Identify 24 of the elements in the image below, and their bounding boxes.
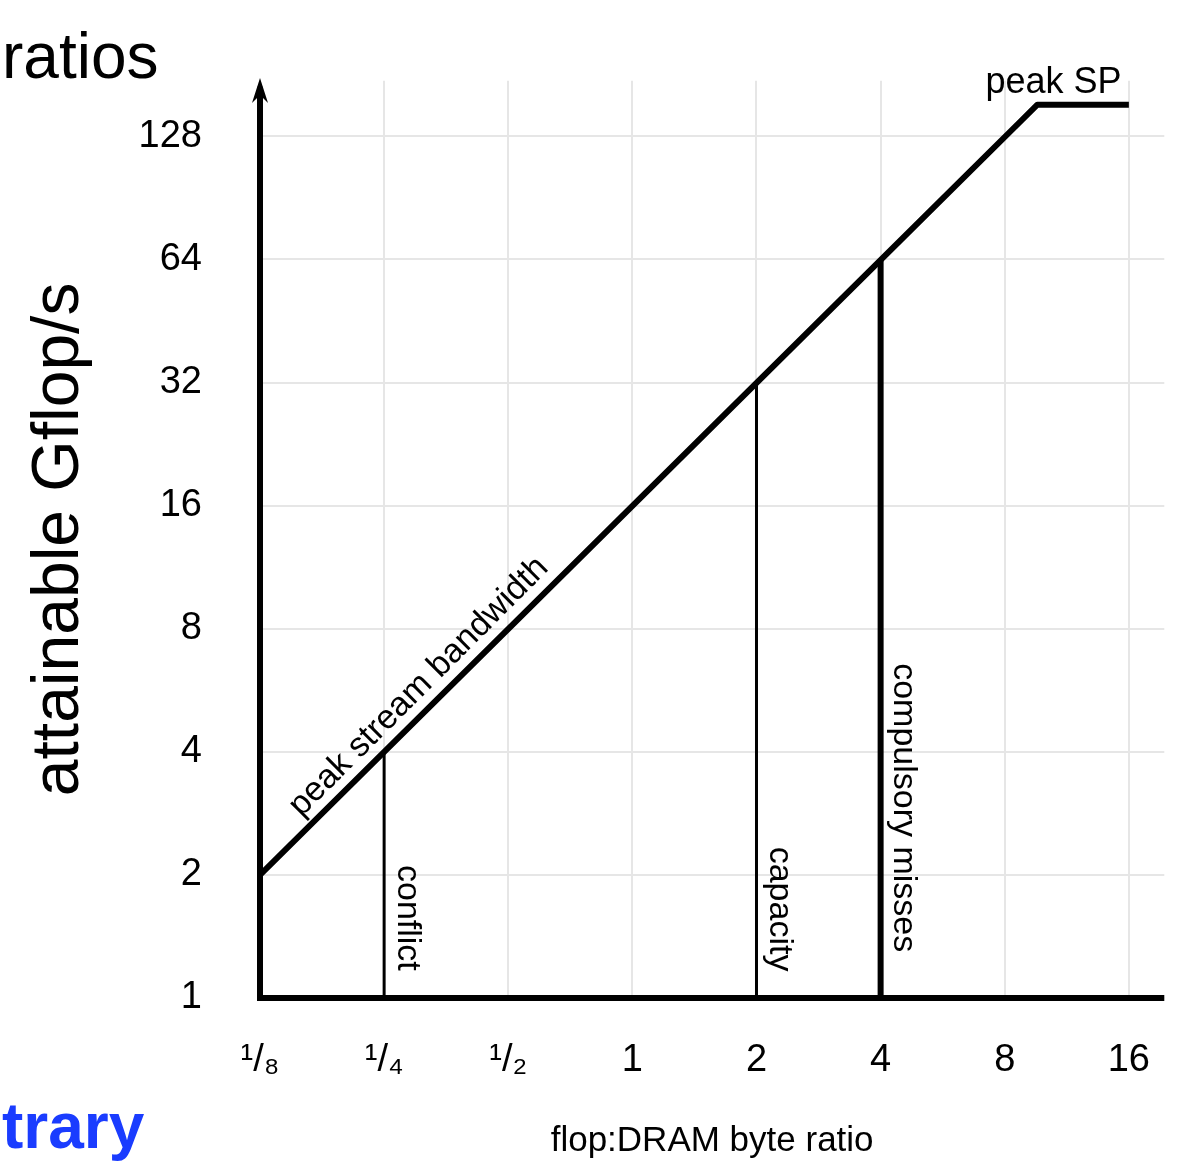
x-tick-label: 16 [1107, 1037, 1151, 1080]
annotation: compulsory misses [887, 663, 926, 953]
annotation: peak SP [985, 59, 1122, 101]
x-axis-title: flop:DRAM byte ratio [550, 1118, 874, 1158]
y-tick-label: 2 [180, 851, 202, 894]
x-tick-label: ¹/₂ [489, 1037, 528, 1080]
y-tick-label: 32 [159, 359, 202, 402]
y-tick-label: 16 [159, 482, 202, 525]
y-tick-label: 1 [180, 974, 202, 1017]
y-tick-label: 4 [180, 728, 202, 771]
y-axis-title: attainable Gflop/s [17, 282, 92, 797]
x-tick-label: 1 [621, 1037, 643, 1080]
text: trary [2, 1090, 145, 1162]
x-tick-label: 2 [745, 1037, 768, 1080]
annotation: capacity [763, 846, 802, 972]
x-tick-label: ¹/₈ [240, 1037, 280, 1080]
text: ratios [2, 20, 159, 92]
x-tick-label: 8 [994, 1037, 1016, 1080]
y-tick-label: 8 [180, 605, 202, 648]
x-tick-label: ¹/₄ [364, 1037, 404, 1080]
x-tick-label: 4 [870, 1037, 892, 1080]
y-tick-label: 64 [159, 235, 202, 278]
annotation: conflict [390, 864, 429, 972]
y-tick-label: 128 [138, 112, 202, 155]
